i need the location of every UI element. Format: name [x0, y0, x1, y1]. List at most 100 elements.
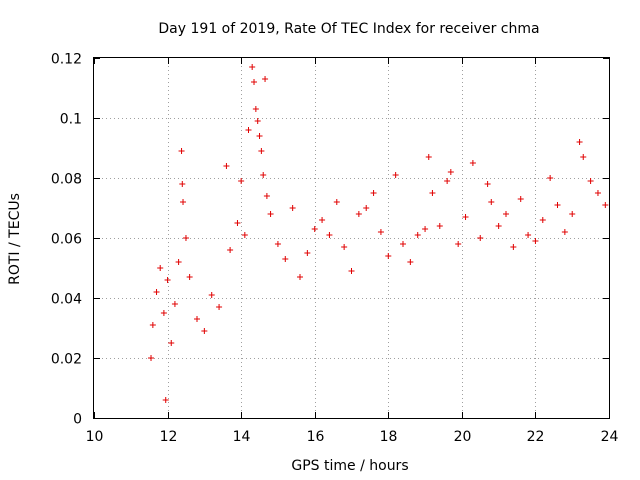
data-point: [488, 199, 495, 205]
data-point: [425, 154, 432, 160]
chart-title: Day 191 of 2019, Rate Of TEC Index for r…: [158, 21, 539, 37]
data-point: [254, 118, 261, 124]
data-point: [594, 190, 601, 196]
y-tick-label: 0.12: [51, 52, 82, 68]
y-tick-label: 0.08: [51, 172, 82, 188]
data-point: [554, 202, 561, 208]
data-point: [168, 340, 175, 346]
data-point: [160, 310, 167, 316]
data-point: [149, 322, 156, 328]
data-point: [297, 274, 303, 280]
data-point: [256, 133, 263, 139]
data-point: [587, 178, 594, 184]
x-tick-label: 14: [233, 429, 251, 445]
data-point: [547, 175, 554, 181]
data-point: [234, 220, 241, 226]
data-point: [186, 274, 193, 280]
data-point: [539, 217, 546, 223]
data-point: [580, 154, 587, 160]
data-point: [484, 181, 491, 187]
data-point: [201, 328, 208, 334]
x-tick-label: 16: [307, 429, 325, 445]
data-point: [263, 193, 270, 199]
x-tick-label: 10: [86, 429, 104, 445]
y-tick-label: 0.06: [51, 232, 82, 248]
y-tick-label: 0.02: [51, 352, 82, 368]
x-axis-label: GPS time / hours: [291, 458, 408, 474]
data-point: [525, 232, 532, 238]
y-tick-label: 0: [73, 412, 82, 428]
data-point: [216, 304, 223, 310]
y-tick-label: 0.1: [60, 112, 82, 128]
axis-ticks: 10 12 14 16 18 20 22 24 0 0.02 0.04 0.06 0.08 0.1 0.12: [51, 52, 619, 446]
data-point: [392, 172, 399, 178]
data-point: [162, 397, 169, 403]
data-point: [517, 196, 524, 202]
data-point: [447, 169, 454, 175]
data-point: [179, 181, 186, 187]
data-point: [238, 178, 245, 184]
data-point: [495, 223, 502, 229]
data-point: [267, 211, 274, 217]
data-point: [348, 268, 355, 274]
x-tick-label: 20: [454, 429, 472, 445]
data-point: [208, 292, 215, 298]
data-point: [262, 76, 269, 82]
plot-frame: [93, 57, 610, 419]
data-point: [304, 250, 311, 256]
data-point: [157, 265, 164, 271]
data-point: [455, 241, 462, 247]
data-point: [227, 247, 234, 253]
data-point: [561, 229, 568, 235]
data-point: [436, 223, 443, 229]
y-tick-label: 0.04: [51, 292, 82, 308]
data-point: [422, 226, 429, 232]
data-point: [377, 229, 384, 235]
data-point: [274, 241, 281, 247]
data-point: [282, 256, 289, 262]
data-point: [289, 205, 296, 211]
data-point: [153, 289, 160, 295]
data-point: [333, 199, 340, 205]
data-point: [148, 355, 155, 361]
data-point: [444, 178, 451, 184]
data-points: [148, 64, 609, 403]
data-point: [319, 217, 326, 223]
data-point: [385, 253, 392, 259]
data-point: [182, 235, 189, 241]
data-point: [503, 211, 509, 217]
data-point: [241, 232, 248, 238]
data-point: [180, 199, 187, 205]
x-tick-label: 12: [160, 429, 178, 445]
y-axis-label: ROTI / TECUs: [7, 193, 23, 285]
data-point: [251, 79, 258, 85]
data-point: [370, 190, 377, 196]
data-point: [407, 259, 414, 265]
data-point: [363, 205, 370, 211]
data-point: [252, 106, 259, 112]
data-point: [532, 238, 539, 244]
data-point: [175, 259, 182, 265]
data-point: [258, 148, 265, 154]
data-point: [178, 148, 185, 154]
data-point: [326, 232, 333, 238]
data-point: [400, 241, 406, 247]
data-point: [602, 202, 609, 208]
data-point: [341, 244, 348, 250]
data-point: [469, 160, 476, 166]
x-tick-label: 22: [527, 429, 545, 445]
data-point: [355, 211, 362, 217]
data-point: [569, 211, 576, 217]
data-point: [260, 172, 267, 178]
data-point: [249, 64, 256, 70]
data-point: [194, 316, 200, 322]
data-point: [429, 190, 436, 196]
grid-lines: [94, 58, 609, 418]
data-point: [477, 235, 484, 241]
data-point: [576, 139, 583, 145]
data-point: [223, 163, 230, 169]
data-point: [245, 127, 252, 133]
x-tick-label: 18: [380, 429, 398, 445]
data-point: [164, 277, 171, 283]
